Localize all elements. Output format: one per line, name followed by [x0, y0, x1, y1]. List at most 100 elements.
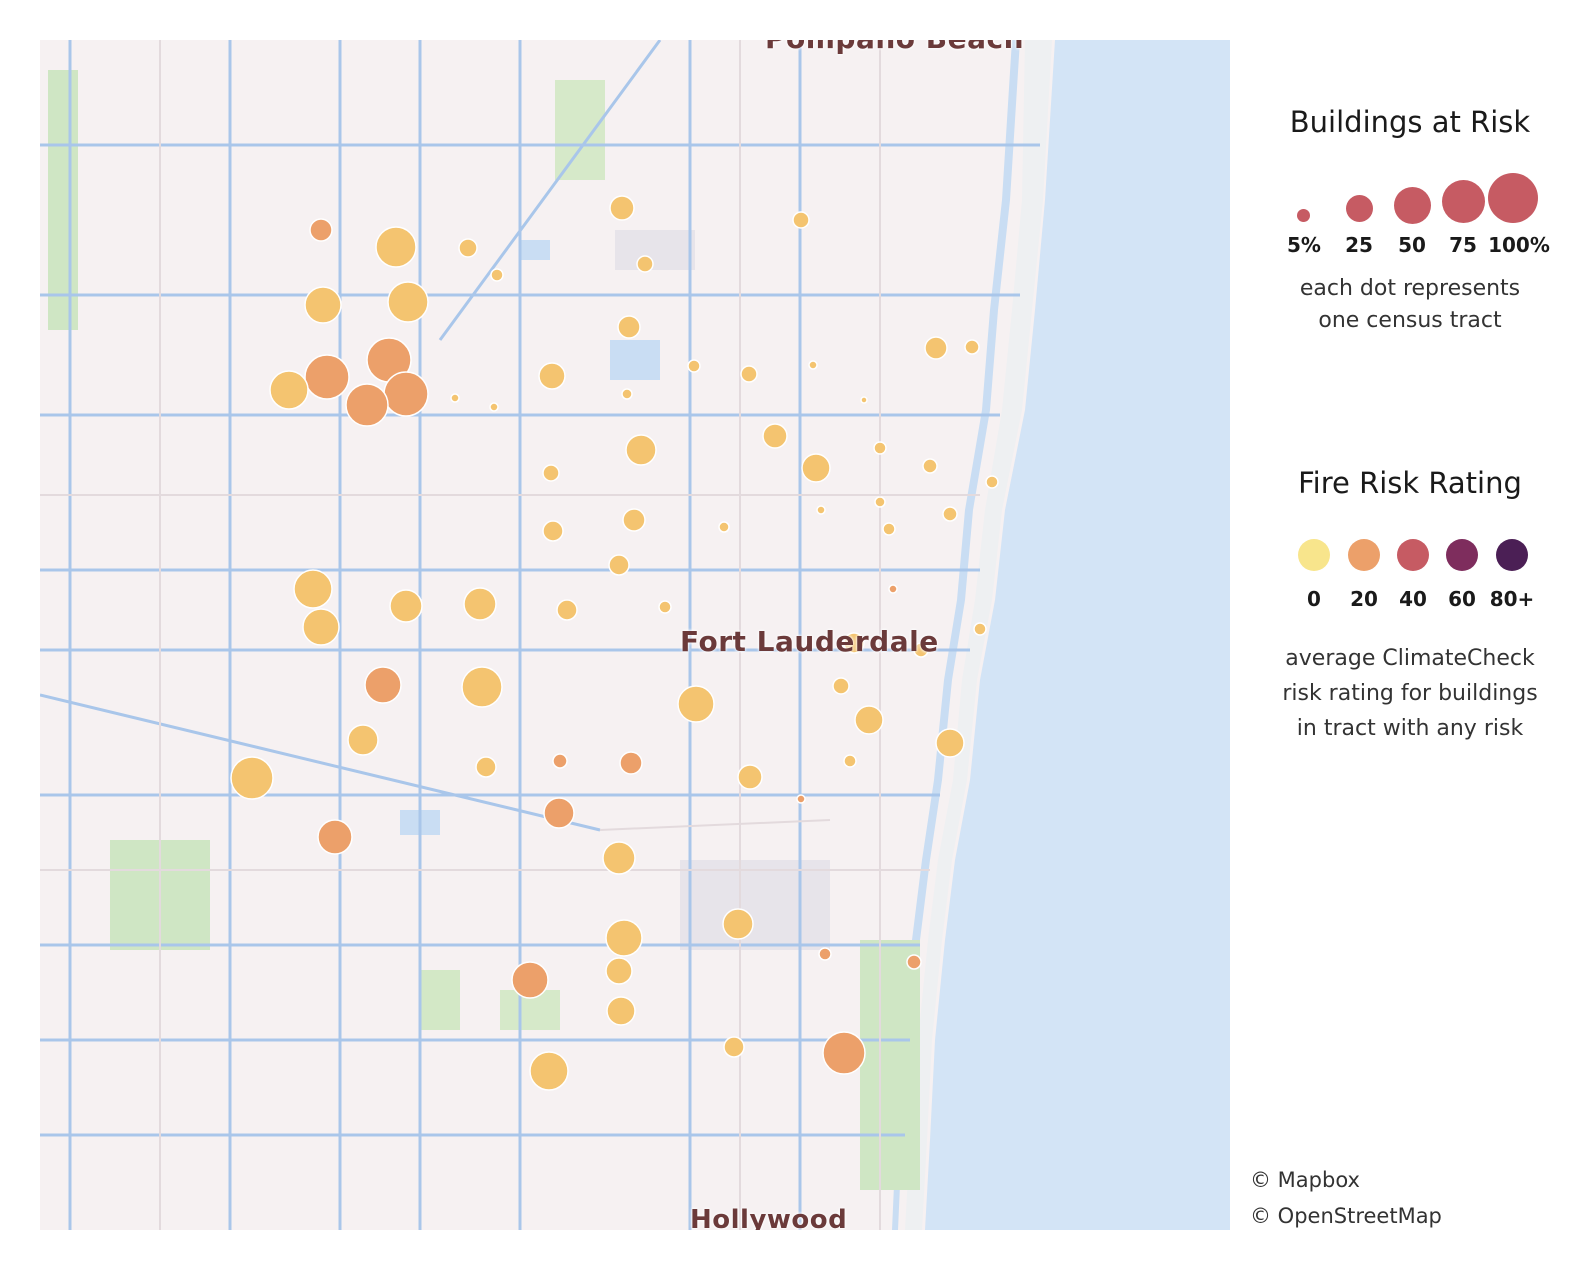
tract-marker-5[interactable]: [636, 255, 654, 273]
size-tick-75: 75: [1449, 233, 1477, 257]
tract-marker-20[interactable]: [740, 365, 758, 383]
tract-marker-66[interactable]: [602, 841, 636, 875]
tract-marker-27[interactable]: [860, 396, 868, 404]
size-dot-100: [1488, 173, 1538, 223]
tract-marker-32[interactable]: [542, 520, 564, 542]
tract-marker-74[interactable]: [723, 1036, 745, 1058]
size-caption-2: one census tract: [1318, 308, 1502, 333]
tract-marker-72[interactable]: [605, 957, 633, 985]
tract-marker-9[interactable]: [617, 315, 641, 339]
size-tick-100: 100%: [1488, 233, 1550, 257]
tract-marker-26[interactable]: [801, 453, 831, 483]
tract-marker-39[interactable]: [608, 554, 630, 576]
size-caption-1: each dot represents: [1299, 276, 1521, 301]
map-canvas[interactable]: Pompano Beach Fort Lauderdale Hollywood: [40, 40, 1230, 1230]
color-legend-title: Fire Risk Rating: [1298, 466, 1522, 500]
tract-marker-25[interactable]: [762, 423, 788, 449]
tract-marker-2[interactable]: [458, 238, 478, 258]
tract-marker-59[interactable]: [737, 764, 763, 790]
tract-marker-4[interactable]: [609, 195, 635, 221]
tract-marker-13[interactable]: [383, 371, 429, 417]
tract-marker-62[interactable]: [796, 794, 806, 804]
tract-marker-69[interactable]: [818, 947, 832, 961]
tract-marker-30[interactable]: [985, 475, 999, 489]
tract-marker-50[interactable]: [364, 666, 402, 704]
tract-marker-3[interactable]: [490, 268, 504, 282]
tract-marker-0[interactable]: [309, 218, 333, 242]
tract-marker-52[interactable]: [677, 685, 715, 723]
color-dot-0: [1298, 539, 1330, 571]
tract-marker-34[interactable]: [718, 521, 730, 533]
tract-marker-24[interactable]: [625, 434, 657, 466]
place-label-fort-lauderdale: Fort Lauderdale: [680, 625, 939, 658]
tract-marker-41[interactable]: [888, 584, 898, 594]
tract-marker-51[interactable]: [461, 666, 503, 708]
tract-marker-19[interactable]: [687, 359, 701, 373]
tract-marker-12[interactable]: [269, 370, 309, 410]
tract-marker-22[interactable]: [924, 336, 948, 360]
tract-marker-1[interactable]: [375, 226, 417, 268]
tract-marker-61[interactable]: [935, 728, 965, 758]
tract-marker-11[interactable]: [304, 354, 350, 400]
tract-marker-55[interactable]: [347, 724, 379, 756]
tract-marker-33[interactable]: [622, 508, 646, 532]
tract-marker-38[interactable]: [942, 506, 958, 522]
tract-marker-73[interactable]: [606, 996, 636, 1026]
tract-marker-17[interactable]: [489, 402, 499, 412]
tract-marker-46[interactable]: [556, 599, 578, 621]
tract-marker-14[interactable]: [345, 383, 389, 427]
size-legend-title: Buildings at Risk: [1289, 105, 1531, 139]
tract-marker-36[interactable]: [882, 522, 896, 536]
size-tick-5: 5%: [1287, 233, 1321, 257]
tract-marker-56[interactable]: [552, 753, 568, 769]
tract-marker-47[interactable]: [843, 632, 865, 654]
tract-marker-18[interactable]: [621, 388, 633, 400]
tract-marker-21[interactable]: [808, 360, 818, 370]
tract-marker-67[interactable]: [722, 908, 754, 940]
tract-marker-71[interactable]: [511, 961, 549, 999]
attribution-osm[interactable]: © OpenStreetMap: [1250, 1204, 1442, 1228]
tract-marker-75[interactable]: [529, 1051, 569, 1091]
tract-marker-53[interactable]: [832, 677, 850, 695]
tract-marker-16[interactable]: [450, 393, 460, 403]
tract-marker-64[interactable]: [317, 819, 353, 855]
size-tick-50: 50: [1398, 233, 1426, 257]
tract-marker-6[interactable]: [792, 211, 810, 229]
tract-marker-15[interactable]: [538, 362, 566, 390]
legend-panel: Buildings at Risk 5% 25 50 75 100% each …: [1240, 0, 1580, 1280]
color-tick-80: 80+: [1489, 587, 1535, 611]
tract-marker-44[interactable]: [389, 589, 423, 623]
attribution-mapbox[interactable]: © Mapbox: [1250, 1168, 1360, 1192]
tract-marker-31[interactable]: [542, 464, 560, 482]
place-label-pompano-beach: Pompano Beach: [765, 40, 1024, 55]
color-caption-2: risk rating for buildings: [1282, 681, 1538, 706]
tract-marker-35[interactable]: [816, 505, 826, 515]
tract-marker-48[interactable]: [913, 642, 929, 658]
tract-marker-29[interactable]: [922, 458, 938, 474]
tract-marker-40[interactable]: [658, 600, 672, 614]
tract-marker-8[interactable]: [387, 281, 429, 323]
size-dot-5: [1297, 209, 1310, 222]
tract-marker-60[interactable]: [843, 754, 857, 768]
tract-marker-68[interactable]: [605, 919, 643, 957]
color-tick-0: 0: [1307, 587, 1321, 611]
tract-marker-70[interactable]: [906, 954, 922, 970]
basemap: [40, 40, 1230, 1230]
tract-marker-65[interactable]: [543, 797, 575, 829]
tract-marker-23[interactable]: [964, 339, 980, 355]
color-tick-60: 60: [1448, 587, 1476, 611]
tract-marker-58[interactable]: [475, 756, 497, 778]
tract-marker-45[interactable]: [463, 587, 497, 621]
tract-marker-63[interactable]: [230, 756, 274, 800]
color-caption-3: in tract with any risk: [1296, 716, 1524, 741]
tract-marker-28[interactable]: [873, 441, 887, 455]
tract-marker-76[interactable]: [822, 1031, 866, 1075]
tract-marker-7[interactable]: [304, 286, 342, 324]
tract-marker-42[interactable]: [293, 569, 333, 609]
tract-marker-37[interactable]: [874, 496, 886, 508]
tract-marker-49[interactable]: [973, 622, 987, 636]
tract-marker-54[interactable]: [854, 705, 884, 735]
size-dot-25: [1346, 195, 1373, 222]
tract-marker-43[interactable]: [302, 608, 340, 646]
tract-marker-57[interactable]: [619, 751, 643, 775]
